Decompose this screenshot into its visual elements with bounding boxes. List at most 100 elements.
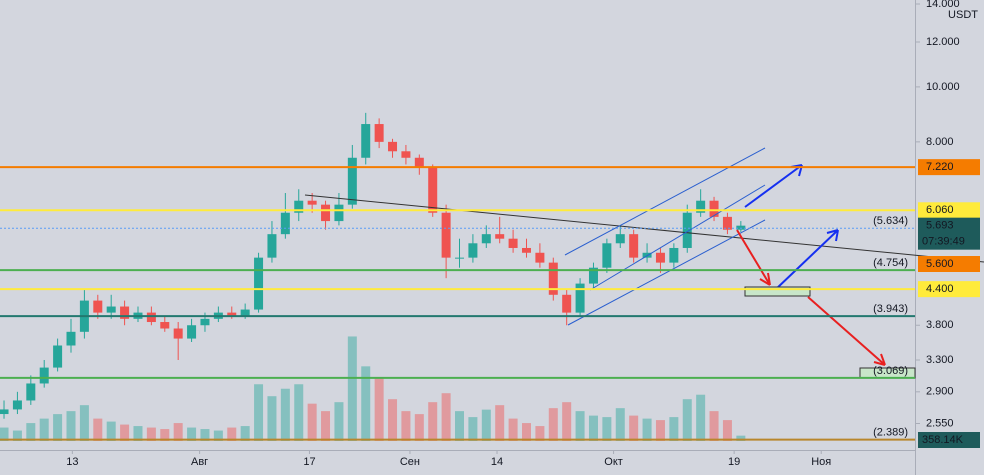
candle-body bbox=[106, 306, 116, 313]
volume-bar bbox=[374, 378, 384, 441]
candle-body bbox=[709, 200, 719, 217]
candle-body bbox=[93, 300, 103, 313]
candle-body bbox=[615, 234, 625, 244]
candle-body bbox=[575, 283, 585, 313]
candle-body bbox=[682, 212, 692, 248]
volume-bar bbox=[642, 418, 652, 441]
volume-bar bbox=[294, 384, 304, 441]
volume-bar bbox=[588, 415, 598, 441]
volume-bar bbox=[441, 393, 451, 441]
volume-bar bbox=[481, 409, 491, 441]
candle-body bbox=[173, 328, 183, 339]
volume-label: 358.14K bbox=[922, 434, 964, 446]
volume-bar bbox=[696, 394, 706, 441]
candle-body bbox=[588, 267, 598, 284]
candle-body bbox=[347, 157, 357, 205]
y-tick-label: 10.000 bbox=[926, 81, 960, 93]
tag-box bbox=[918, 256, 980, 272]
volume-bar bbox=[106, 421, 116, 441]
volume-bar bbox=[39, 418, 49, 441]
candle-body bbox=[227, 312, 237, 316]
candle-body bbox=[414, 157, 424, 168]
volume-bar bbox=[388, 399, 398, 441]
y-tick-label: 12.000 bbox=[926, 36, 960, 48]
level-label: 6.060 bbox=[926, 204, 954, 216]
volume-bar bbox=[401, 411, 411, 441]
x-tick-label: Авг bbox=[191, 456, 208, 468]
volume-bar bbox=[468, 417, 478, 441]
x-tick-label: Ноя bbox=[811, 456, 831, 468]
volume-bar bbox=[0, 427, 9, 441]
candle-body bbox=[334, 204, 344, 222]
candle-body bbox=[441, 212, 451, 258]
last-price-box bbox=[918, 217, 980, 250]
candle-body bbox=[468, 243, 478, 258]
volume-box bbox=[918, 432, 980, 448]
volume-bar bbox=[709, 411, 719, 441]
level-box bbox=[918, 202, 980, 219]
candle-body bbox=[361, 124, 371, 158]
x-tick-label: 19 bbox=[728, 456, 740, 468]
candle-body bbox=[428, 167, 438, 213]
candle-body bbox=[254, 257, 264, 310]
volume-bar bbox=[562, 402, 572, 441]
x-tick-label: Окт bbox=[604, 456, 623, 468]
candle-body bbox=[521, 247, 531, 253]
volume-bar bbox=[428, 402, 438, 441]
candle-body bbox=[146, 312, 156, 323]
y-tick-label: 3.800 bbox=[926, 319, 954, 331]
level-label: 4.400 bbox=[926, 283, 954, 295]
candle-body bbox=[280, 212, 290, 235]
volume-bar bbox=[307, 403, 317, 441]
volume-bar bbox=[240, 426, 250, 441]
volume-bar bbox=[26, 423, 36, 441]
volume-bar bbox=[414, 414, 424, 441]
candle-body bbox=[548, 262, 558, 295]
volume-bar bbox=[66, 411, 76, 441]
candle-body bbox=[669, 247, 679, 263]
candle-body bbox=[26, 383, 36, 401]
volume-bar bbox=[120, 424, 130, 441]
volume-bar bbox=[602, 417, 612, 441]
candle-body bbox=[0, 409, 9, 415]
volume-bar bbox=[213, 430, 223, 441]
candle-body bbox=[655, 252, 665, 263]
candle-body bbox=[455, 257, 465, 259]
x-tick-label: Сен bbox=[400, 456, 420, 468]
candle-body bbox=[12, 400, 22, 410]
volume-bar bbox=[615, 408, 625, 441]
volume-bar bbox=[655, 420, 665, 441]
volume-bar bbox=[361, 366, 371, 441]
countdown: 07:39:49 bbox=[922, 236, 965, 248]
volume-bar bbox=[722, 420, 732, 441]
volume-bar bbox=[495, 405, 505, 441]
y-tick-label: 2.550 bbox=[926, 417, 954, 429]
x-tick-label: 13 bbox=[66, 456, 78, 468]
level-box bbox=[918, 159, 980, 176]
volume-bar bbox=[682, 399, 692, 441]
candle-body bbox=[722, 216, 732, 230]
volume-bar bbox=[227, 427, 237, 441]
candle-body bbox=[629, 234, 639, 258]
candle-body bbox=[307, 200, 317, 205]
candle-body bbox=[736, 225, 746, 230]
last-price: 5.693 bbox=[926, 220, 954, 232]
candle-body bbox=[401, 151, 411, 158]
candle-body bbox=[374, 124, 384, 142]
volume-bar bbox=[160, 429, 170, 441]
level-label: (3.069) bbox=[873, 365, 908, 377]
volume-bar bbox=[267, 396, 277, 441]
volume-bar bbox=[79, 405, 89, 441]
volume-bar bbox=[575, 411, 585, 441]
y-tick-label: 3.300 bbox=[926, 354, 954, 366]
candle-body bbox=[481, 234, 491, 244]
candle-body bbox=[562, 294, 572, 313]
candle-body bbox=[495, 234, 505, 239]
candle-body bbox=[388, 141, 398, 152]
volume-bar bbox=[53, 414, 63, 441]
volume-bar bbox=[629, 415, 639, 441]
level-box bbox=[918, 281, 980, 298]
volume-bar bbox=[548, 408, 558, 441]
candle-body bbox=[321, 204, 331, 222]
